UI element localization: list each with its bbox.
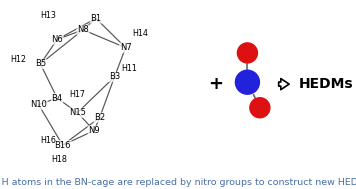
Text: B1: B1 xyxy=(90,14,101,23)
Text: N8: N8 xyxy=(77,25,89,34)
Text: B4: B4 xyxy=(52,94,63,103)
Text: B5: B5 xyxy=(35,59,46,68)
Text: H18: H18 xyxy=(51,155,67,164)
Text: B16: B16 xyxy=(54,141,71,150)
Text: H16: H16 xyxy=(40,136,56,145)
Text: H11: H11 xyxy=(121,64,137,73)
Text: B2: B2 xyxy=(94,113,105,122)
Text: N10: N10 xyxy=(30,100,47,109)
Text: H13: H13 xyxy=(40,11,56,20)
Text: H17: H17 xyxy=(69,90,85,99)
Text: N7: N7 xyxy=(120,43,131,52)
Ellipse shape xyxy=(250,98,270,118)
Text: The H atoms in the BN-cage are replaced by nitro groups to construct new HEDMs.: The H atoms in the BN-cage are replaced … xyxy=(0,178,356,187)
Text: HEDMs: HEDMs xyxy=(299,77,354,91)
Text: H14: H14 xyxy=(132,29,148,38)
Text: +: + xyxy=(208,75,223,93)
Text: H12: H12 xyxy=(10,55,26,64)
Ellipse shape xyxy=(235,70,260,94)
Text: N6: N6 xyxy=(51,35,63,44)
Text: N9: N9 xyxy=(88,126,100,135)
FancyArrowPatch shape xyxy=(279,79,289,90)
Text: N15: N15 xyxy=(69,108,86,117)
Text: B3: B3 xyxy=(109,72,120,81)
Ellipse shape xyxy=(237,43,257,63)
